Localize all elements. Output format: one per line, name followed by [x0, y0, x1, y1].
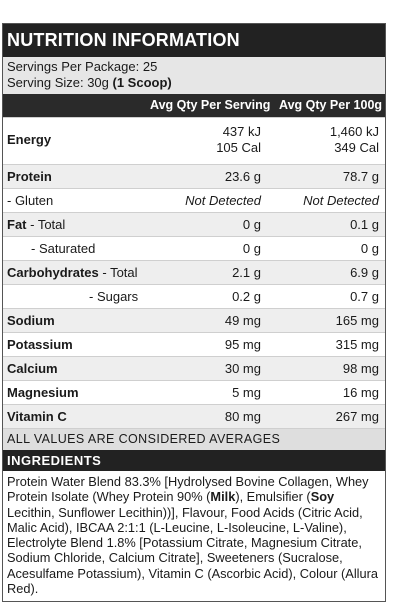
- row-carbohydrates: Carbohydrates - Total 2.1 g 6.9 g: [3, 260, 385, 284]
- ingredients-part-2: ), Emulsifier (: [235, 489, 311, 505]
- magnesium-per100: 16 mg: [342, 385, 379, 400]
- row-fat: Fat - Total 0 g 0.1 g: [3, 212, 385, 236]
- row-gluten: - Gluten Not Detected Not Detected: [3, 188, 385, 212]
- servings-per-package: Servings Per Package: 25: [7, 59, 158, 74]
- column-per100: Avg Qty Per 100g: [279, 98, 383, 112]
- row-sodium: Sodium 49 mg 165 mg: [3, 308, 385, 332]
- vitc-serving: 80 mg: [224, 409, 261, 424]
- ingredients-text: Protein Water Blend 83.3% [Hydrolysed Bo…: [3, 471, 385, 601]
- column-header: Avg Qty Per Serving Avg Qty Per 100g: [3, 94, 385, 117]
- carbs-label-bold: Carbohydrates: [7, 265, 99, 280]
- ingredients-part-3: Lecithin, Sunflower Lecithin))], Flavour…: [7, 504, 378, 597]
- potassium-per100: 315 mg: [335, 337, 379, 352]
- energy-serving-kj: 437 kJ: [222, 124, 261, 139]
- vitc-per100: 267 mg: [335, 409, 379, 424]
- protein-per100: 78.7 g: [342, 169, 379, 184]
- magnesium-serving: 5 mg: [232, 385, 261, 400]
- allergen-milk: Milk: [210, 489, 236, 505]
- row-vitamin-c: Vitamin C 80 mg 267 mg: [3, 404, 385, 428]
- magnesium-label: Magnesium: [7, 385, 79, 400]
- vitc-label: Vitamin C: [7, 409, 67, 424]
- sodium-label: Sodium: [7, 313, 55, 328]
- calcium-label: Calcium: [7, 361, 58, 376]
- saturated-per100: 0 g: [360, 241, 379, 256]
- sodium-serving: 49 mg: [224, 313, 261, 328]
- protein-serving: 23.6 g: [224, 169, 261, 184]
- fat-per100: 0.1 g: [350, 217, 379, 232]
- serving-size-text: Serving Size: 30g: [7, 75, 113, 90]
- potassium-serving: 95 mg: [224, 337, 261, 352]
- row-calcium: Calcium 30 mg 98 mg: [3, 356, 385, 380]
- energy-serving-cal: 105 Cal: [216, 140, 261, 155]
- column-serving: Avg Qty Per Serving: [150, 98, 271, 112]
- energy-label: Energy: [7, 132, 52, 147]
- serving-size: Serving Size: 30g (1 Scoop): [7, 75, 381, 91]
- servings-info: Servings Per Package: 25 Serving Size: 3…: [3, 57, 385, 94]
- carbs-serving: 2.1 g: [232, 265, 261, 280]
- row-energy: Energy 437 kJ 105 Cal 1,460 kJ 349 Cal: [3, 117, 385, 164]
- panel-title: NUTRITION INFORMATION: [3, 24, 385, 57]
- saturated-serving: 0 g: [242, 241, 261, 256]
- sugars-label: - Sugars: [89, 289, 139, 304]
- ingredients-part-1: Protein Water Blend 83.3% [Hydrolysed Bo…: [7, 474, 369, 505]
- potassium-label: Potassium: [7, 337, 73, 352]
- row-potassium: Potassium 95 mg 315 mg: [3, 332, 385, 356]
- calcium-per100: 98 mg: [342, 361, 379, 376]
- ingredients-heading: INGREDIENTS: [3, 450, 385, 471]
- sodium-per100: 165 mg: [335, 313, 379, 328]
- calcium-serving: 30 mg: [224, 361, 261, 376]
- row-protein: Protein 23.6 g 78.7 g: [3, 164, 385, 188]
- sugars-serving: 0.2 g: [232, 289, 261, 304]
- fat-label-bold: Fat: [7, 217, 27, 232]
- row-saturated: - Saturated 0 g 0 g: [3, 236, 385, 260]
- serving-size-scoop: (1 Scoop): [112, 75, 172, 90]
- fat-label: Fat - Total: [7, 213, 65, 236]
- row-magnesium: Magnesium 5 mg 16 mg: [3, 380, 385, 404]
- saturated-label: - Saturated: [31, 241, 96, 256]
- energy-per100-cal: 349 Cal: [334, 140, 379, 155]
- fat-serving: 0 g: [242, 217, 261, 232]
- fat-label-rest: - Total: [26, 217, 66, 232]
- protein-label: Protein: [7, 169, 52, 184]
- allergen-soy: Soy: [310, 489, 335, 505]
- gluten-serving: Not Detected: [185, 193, 261, 208]
- sugars-per100: 0.7 g: [350, 289, 379, 304]
- nutrition-panel: NUTRITION INFORMATION Servings Per Packa…: [2, 23, 386, 602]
- energy-per100-kj: 1,460 kJ: [329, 124, 379, 139]
- carbs-per100: 6.9 g: [350, 265, 379, 280]
- row-sugars: - Sugars 0.2 g 0.7 g: [3, 284, 385, 308]
- averages-note: ALL VALUES ARE CONSIDERED AVERAGES: [3, 428, 385, 450]
- carbs-label-rest: - Total: [98, 265, 138, 280]
- gluten-per100: Not Detected: [303, 193, 379, 208]
- carbs-label: Carbohydrates - Total: [7, 261, 138, 284]
- gluten-label: - Gluten: [7, 193, 54, 208]
